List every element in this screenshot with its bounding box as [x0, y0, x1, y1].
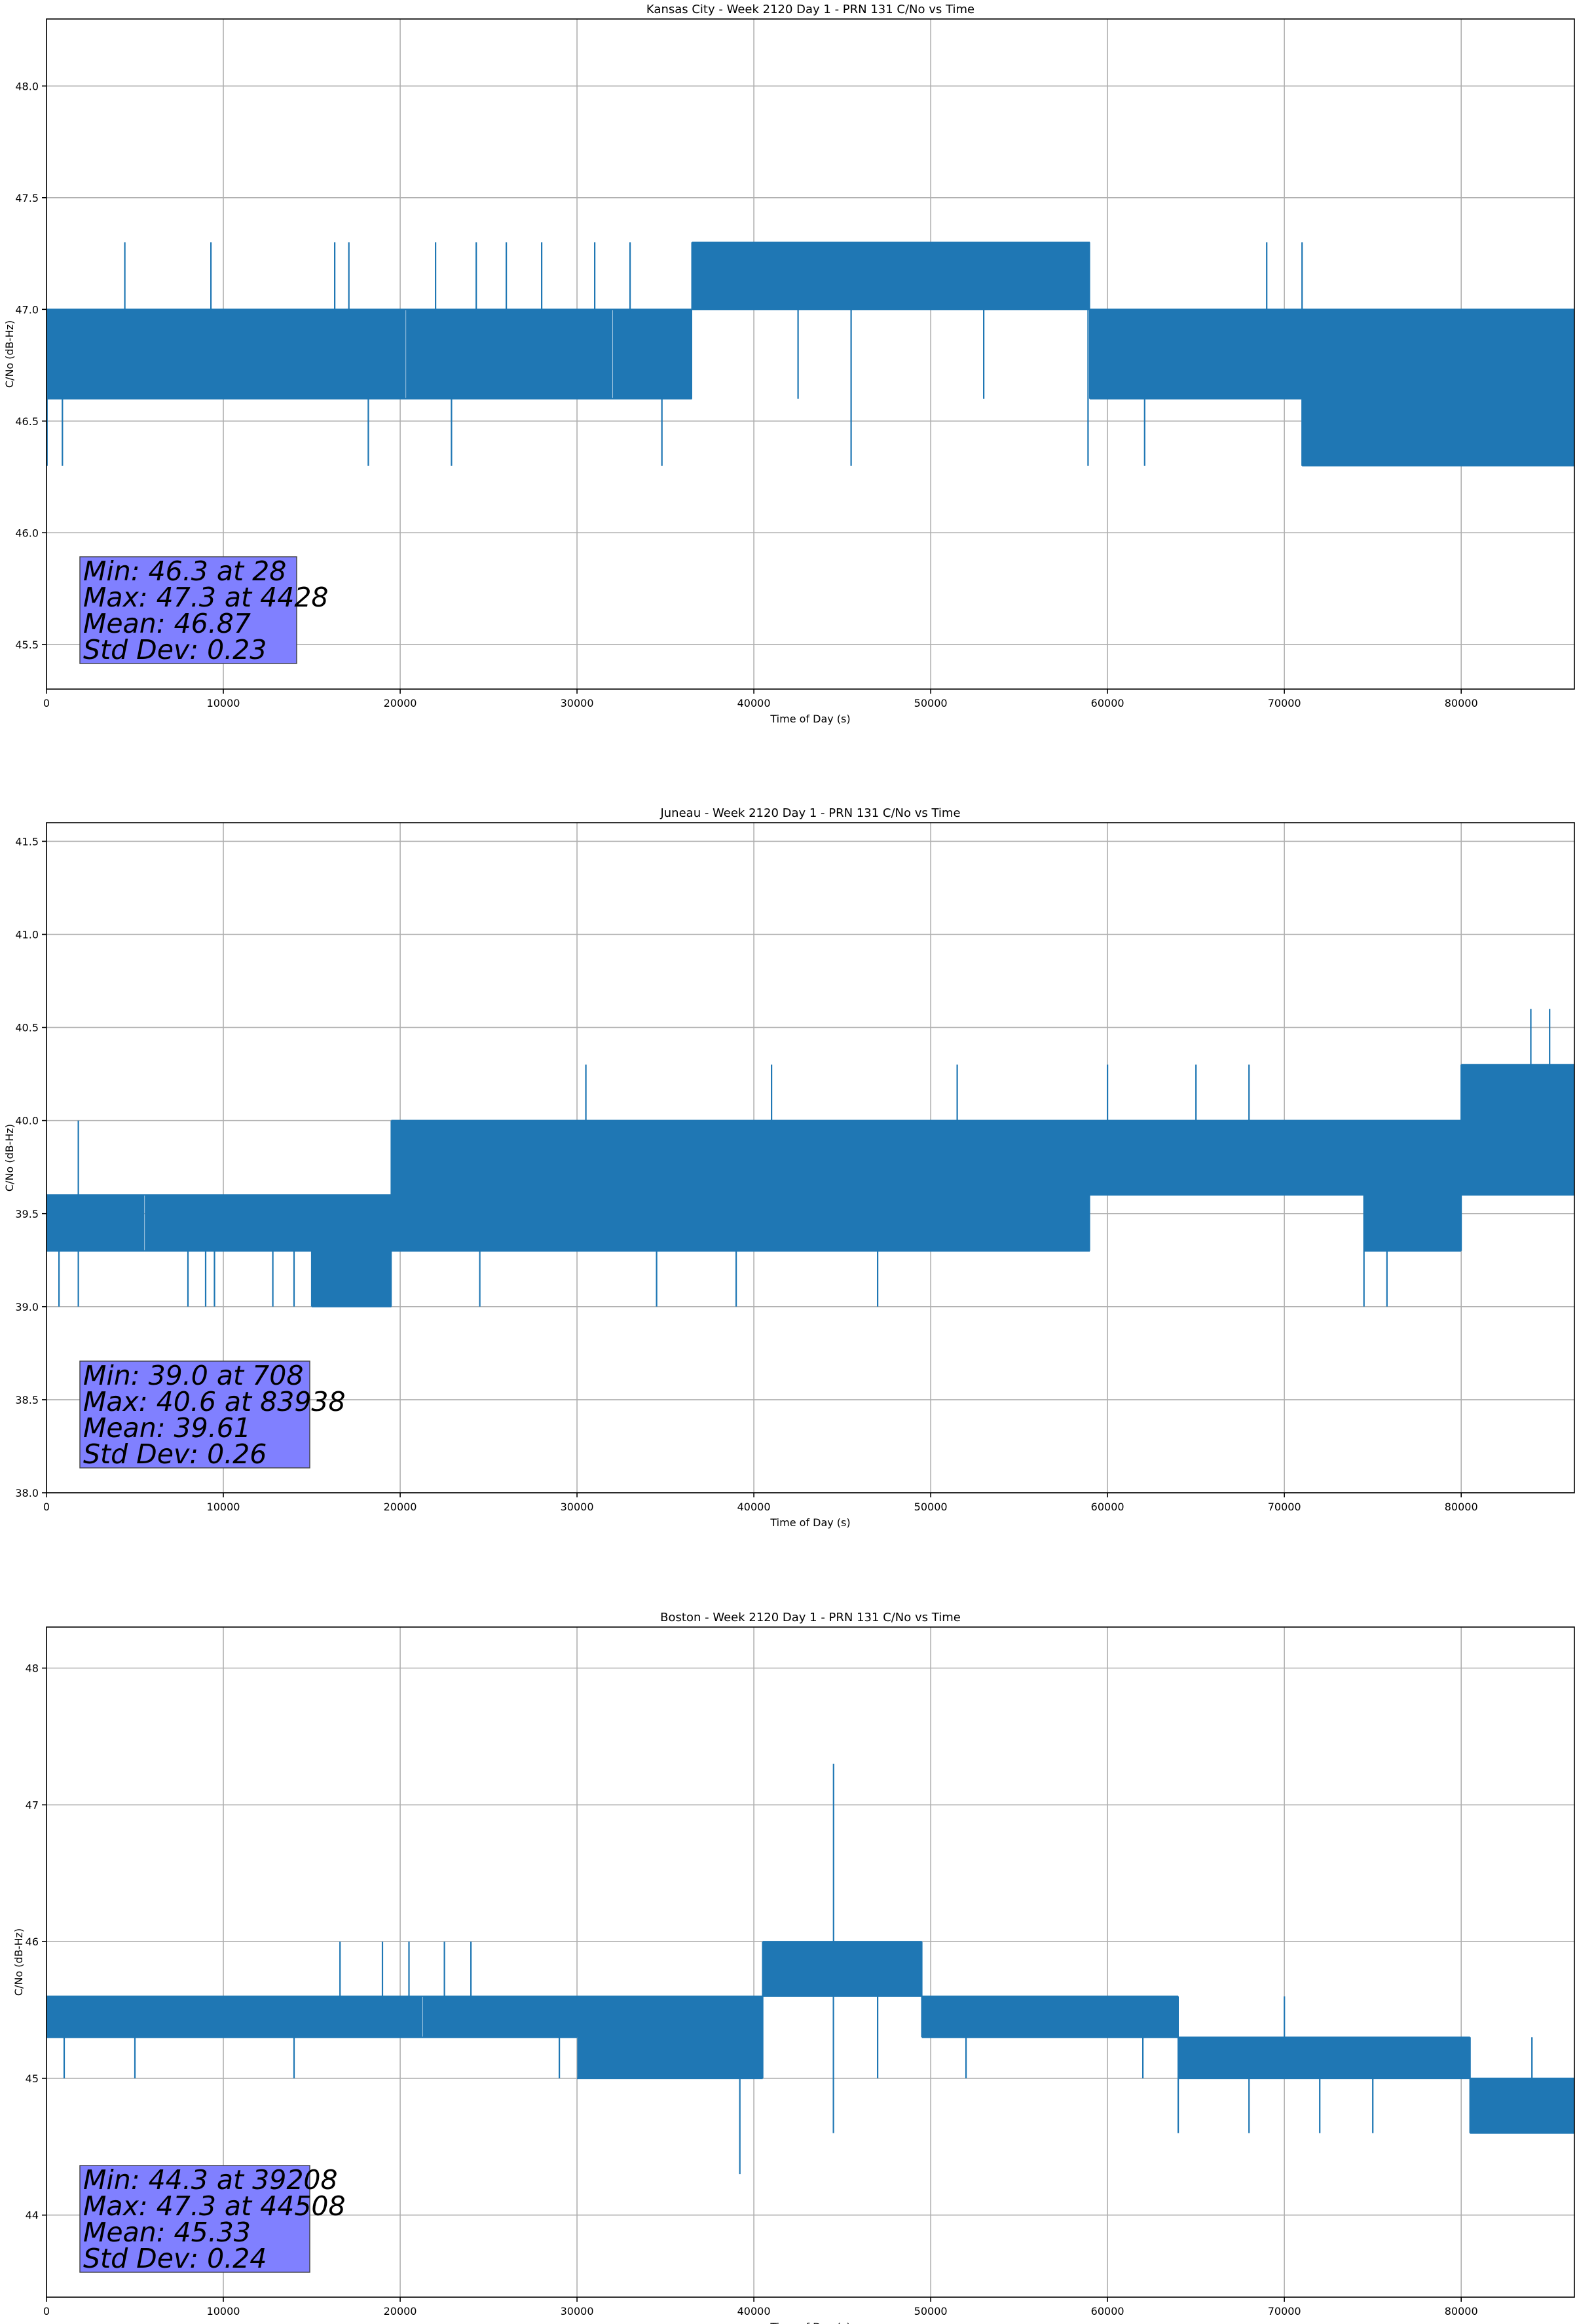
y-tick-label: 47	[26, 1799, 39, 1811]
y-tick-label: 48	[26, 1662, 39, 1675]
y-tick-label: 45.5	[15, 639, 39, 651]
x-tick-label: 80000	[1445, 1501, 1478, 1513]
stats-line: Mean: 46.87	[83, 608, 251, 639]
stats-line: Mean: 45.33	[83, 2217, 251, 2248]
stats-line: Std Dev: 0.24	[83, 2243, 267, 2274]
y-tick-label: 47.0	[15, 303, 39, 316]
axes-frame	[46, 822, 1575, 1493]
x-tick-label: 60000	[1091, 1501, 1124, 1513]
y-tick-label: 41.0	[15, 929, 39, 941]
x-axis-label: Time of Day (s)	[770, 1516, 850, 1529]
y-tick-label: 46.0	[15, 527, 39, 539]
series-line	[46, 241, 1574, 467]
chart-title: Juneau - Week 2120 Day 1 - PRN 131 C/No …	[659, 806, 960, 820]
y-tick-label: 39.5	[15, 1208, 39, 1220]
axes-frame	[46, 18, 1575, 690]
y-tick-label: 39.0	[15, 1301, 39, 1313]
series-line	[46, 1009, 1574, 1307]
stats-line: Std Dev: 0.23	[83, 634, 267, 665]
x-tick-label: 20000	[384, 1501, 417, 1513]
stats-line: Max: 47.3 at 4428	[83, 582, 329, 613]
x-tick-label: 50000	[914, 1501, 948, 1513]
chart-panel-2: 0 10000 20000 30000 40000 50000 60000 70000 8000…	[3, 806, 1575, 1529]
x-tick-label: 20000	[384, 697, 417, 709]
chart-title: Boston - Week 2120 Day 1 - PRN 131 C/No …	[660, 1611, 961, 1624]
x-tick-label: 0	[43, 2305, 50, 2317]
series-line	[46, 1763, 1574, 2175]
series-path	[46, 1763, 1574, 2175]
y-axis-label: C/No (dB-Hz)	[12, 1928, 25, 1996]
x-tick-label: 30000	[561, 2305, 594, 2317]
stats-line: Min: 39.0 at 708	[83, 1360, 303, 1391]
y-tick-label: 46.5	[15, 415, 39, 428]
y-tick-label: 38.0	[15, 1487, 39, 1499]
stats-box-background	[79, 556, 297, 664]
stats-line: Mean: 39.61	[83, 1412, 251, 1444]
x-tick-label: 70000	[1268, 1501, 1301, 1513]
y-tick-label: 47.5	[15, 192, 39, 204]
x-tick-label: 60000	[1091, 2305, 1124, 2317]
chart-panel-1: 0 10000 20000 30000 40000 50000 60000 70000 8000…	[3, 3, 1575, 725]
stats-line: Max: 47.3 at 44508	[83, 2190, 346, 2222]
x-tick-label: 10000	[207, 1501, 240, 1513]
x-tick-label: 50000	[914, 697, 948, 709]
y-tick-label: 40.0	[15, 1115, 39, 1127]
axes-frame	[46, 1626, 1575, 2298]
y-axis-label: C/No (dB-Hz)	[3, 1124, 16, 1191]
x-tick-label: 80000	[1445, 697, 1478, 709]
x-tick-label: 70000	[1268, 697, 1301, 709]
y-tick-label: 48.0	[15, 80, 39, 92]
stats-line: Max: 40.6 at 83938	[83, 1386, 346, 1417]
x-tick-label: 70000	[1268, 2305, 1301, 2317]
y-tick-label: 45	[26, 2072, 39, 2085]
x-tick-label: 0	[43, 1501, 50, 1513]
x-tick-label: 40000	[737, 1501, 771, 1513]
x-tick-label: 40000	[737, 697, 771, 709]
x-tick-label: 50000	[914, 2305, 948, 2317]
x-tick-label: 80000	[1445, 2305, 1478, 2317]
series-path	[46, 241, 1574, 467]
x-tick-label: 10000	[207, 2305, 240, 2317]
y-tick-label: 38.5	[15, 1394, 39, 1406]
x-tick-label: 0	[43, 697, 50, 709]
y-tick-label: 46	[26, 1936, 39, 1948]
x-tick-label: 10000	[207, 697, 240, 709]
x-axis-label: Time of Day (s)	[770, 2321, 850, 2324]
y-tick-label: 41.5	[15, 835, 39, 848]
chart-panel-3: 0 10000 20000 30000 40000 50000 60000 70000 8000…	[12, 1611, 1575, 2324]
y-axis-label: C/No (dB-Hz)	[3, 320, 16, 388]
chart-title: Kansas City - Week 2120 Day 1 - PRN 131 …	[646, 3, 974, 16]
stats-line: Min: 44.3 at 39208	[83, 2164, 338, 2196]
x-tick-label: 40000	[737, 2305, 771, 2317]
x-tick-label: 30000	[561, 1501, 594, 1513]
y-tick-label: 44	[26, 2209, 39, 2222]
y-tick-label: 40.5	[15, 1022, 39, 1034]
stats-box-background	[79, 1360, 310, 1469]
x-tick-label: 30000	[561, 697, 594, 709]
stats-line: Std Dev: 0.26	[83, 1438, 267, 1470]
x-axis-label: Time of Day (s)	[770, 713, 850, 725]
stats-line: Min: 46.3 at 28	[83, 555, 286, 587]
x-tick-label: 60000	[1091, 697, 1124, 709]
x-tick-label: 20000	[384, 2305, 417, 2317]
series-path	[46, 1009, 1574, 1307]
stats-box-background	[79, 2165, 310, 2273]
